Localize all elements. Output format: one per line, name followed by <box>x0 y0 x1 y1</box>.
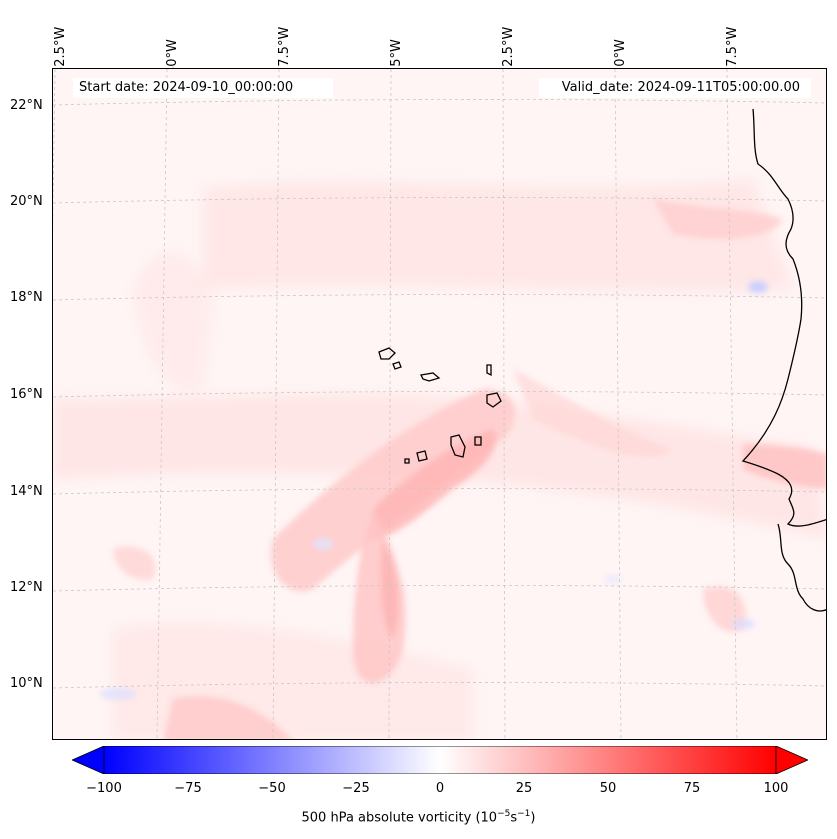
colorbar-min-arrow <box>72 746 105 774</box>
map-panel: Start date: 2024-09-10_00:00:00 Valid_da… <box>52 68 827 740</box>
colorbar-tick-50: 50 <box>599 781 617 796</box>
cape-verde-boa-vista <box>486 392 502 408</box>
cape-verde-sao-vicente <box>392 361 402 370</box>
cape-verde-brava <box>404 458 410 464</box>
lat-label-12n: 12°N <box>10 580 43 595</box>
colorbar-tick-25: 25 <box>515 781 533 796</box>
colorbar-max-arrow <box>775 746 808 774</box>
vorticity-band <box>113 199 826 739</box>
lat-label-22n: 22°N <box>10 98 43 113</box>
colorbar-tick-0: 0 <box>435 781 445 796</box>
colorbar-tick-neg25: −25 <box>342 781 370 796</box>
colorbar-tick-neg75: −75 <box>174 781 202 796</box>
lat-label-18n: 18°N <box>10 290 43 305</box>
colorbar-label: 500 hPa absolute vorticity (10−5s−1) <box>301 809 536 826</box>
colorbar-gradient <box>103 746 777 774</box>
valid-date-label: Valid_date: 2024-09-11T05:00:00.00 <box>555 78 806 98</box>
lat-label-10n: 10°N <box>10 676 43 691</box>
cape-verde-santo-antao <box>378 347 396 360</box>
lat-label-20n: 20°N <box>10 194 43 209</box>
cape-verde-maio <box>474 436 482 446</box>
cape-verde-fogo <box>416 450 428 462</box>
negative-vorticity <box>100 281 768 700</box>
colorbar <box>72 746 808 774</box>
colorbar-tick-neg100: −100 <box>86 781 122 796</box>
colorbar-tick-75: 75 <box>683 781 701 796</box>
cape-verde-sao-nicolau <box>420 372 441 382</box>
coastlines <box>378 108 826 612</box>
colorbar-tick-neg50: −50 <box>258 781 286 796</box>
cape-verde-santiago <box>450 434 466 458</box>
africa-coast <box>741 108 826 527</box>
start-date-label: Start date: 2024-09-10_00:00:00 <box>73 78 300 98</box>
vorticity-field <box>53 69 826 739</box>
africa-coast-south <box>777 523 826 612</box>
lat-label-14n: 14°N <box>10 484 43 499</box>
colorbar-tick-100: 100 <box>763 781 789 796</box>
cape-verde-sal <box>486 364 492 377</box>
graticule <box>53 69 826 739</box>
lat-label-16n: 16°N <box>10 387 43 402</box>
